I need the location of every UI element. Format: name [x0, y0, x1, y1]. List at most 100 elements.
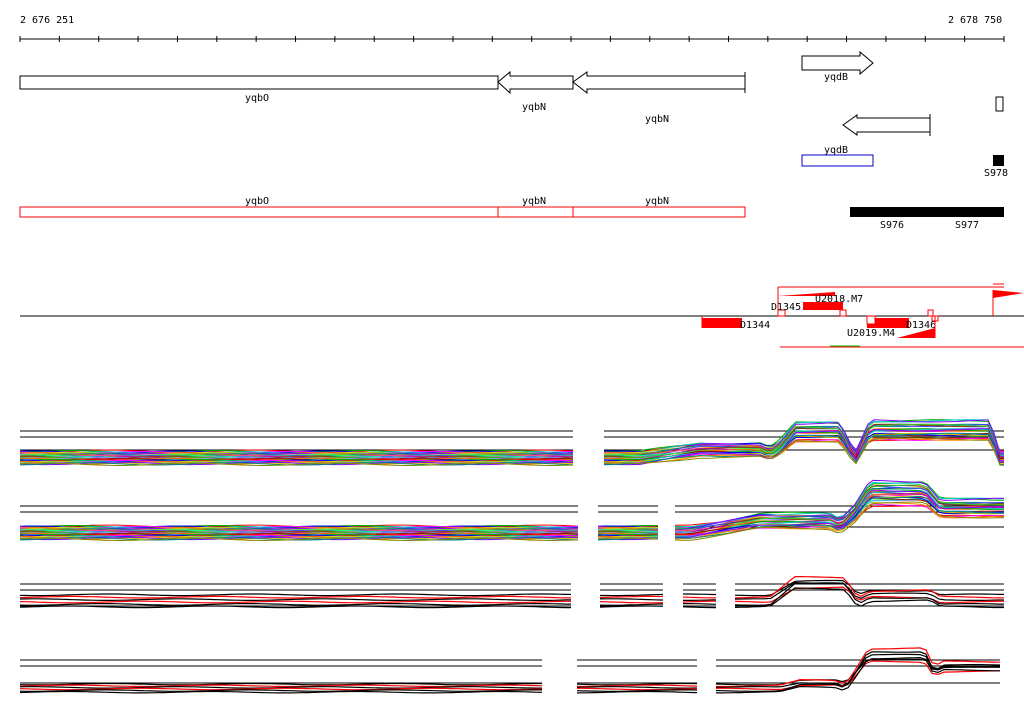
gene-box-yqbN-1[interactable] [497, 206, 574, 218]
expression-trace [683, 593, 716, 596]
expression-tracks [19, 419, 1004, 694]
feature-U2018-M7-ramp[interactable] [778, 292, 835, 296]
expression-trace [577, 687, 698, 691]
gene-box-label-yqbN-1: yqbN [522, 196, 546, 207]
expression-trace [674, 502, 1004, 540]
expression-trace [603, 437, 1004, 466]
expression-trace [19, 682, 542, 686]
expression-trace [19, 536, 579, 541]
expression-trace [716, 656, 1000, 694]
feature-label-D1344: D1344 [740, 320, 770, 331]
expression-trace [576, 690, 698, 694]
expression-trace [597, 537, 659, 541]
feature-right-ramp[interactable] [993, 290, 1024, 298]
gene-arrow-yqbO[interactable] [19, 75, 499, 90]
expression-trace [599, 598, 663, 601]
feature-U2019-M4-ramp[interactable] [897, 328, 935, 338]
expression-trace [599, 601, 663, 604]
expression-trace [577, 684, 698, 688]
gene-label-yqbN-2: yqbN [645, 114, 669, 125]
expression-trace [19, 593, 571, 597]
gene-fragment-edge[interactable] [995, 96, 1004, 112]
feature-label-U2018-M7: U2018.M7 [815, 294, 863, 305]
red-black-track-1 [19, 576, 1004, 609]
gene-label-yqbN-1: yqbN [522, 102, 546, 113]
blue-feature-box[interactable] [801, 154, 874, 167]
expression-trace [19, 686, 542, 689]
expression-trace [603, 423, 1004, 461]
expression-trace [683, 599, 716, 601]
ruler-start-label: 2 676 251 [20, 15, 74, 26]
expression-trace [734, 581, 1004, 601]
expression-trace [19, 605, 571, 609]
gene-box-label-yqbO: yqbO [245, 196, 269, 207]
feature-label-D1346: D1346 [906, 320, 936, 331]
expression-trace [19, 689, 542, 692]
expression-trace [597, 537, 659, 540]
tiling-feature-track: U2018.M7 D1345 D1344 D1346 U2019.M4 [20, 283, 1024, 348]
small-rna-track: S978 S976 S977 [850, 155, 1008, 231]
forward-gene-track: yqdB [801, 50, 874, 83]
srna-S976-S977-block[interactable] [850, 207, 1004, 217]
srna-label-S976: S976 [880, 220, 904, 231]
gene-arrow-yqbN-1[interactable] [497, 70, 574, 95]
expression-trace [683, 603, 716, 605]
gene-label-yqdB-reverse: yqdB [824, 145, 848, 156]
coordinate-ruler: 2 676 251 2 678 750 [19, 15, 1005, 42]
expression-trace [734, 579, 1004, 597]
expression-trace [600, 593, 663, 597]
feature-D1345[interactable] [803, 302, 843, 310]
expression-trace [599, 605, 663, 608]
expression-trace [603, 432, 1004, 466]
expression-trace [715, 651, 1000, 692]
expression-trace [734, 576, 1004, 599]
expression-trace [674, 479, 1004, 531]
feature-label-D1345: D1345 [771, 302, 801, 313]
ruler-end-label: 2 678 750 [948, 15, 1002, 26]
gene-label-yqdB-forward: yqdB [824, 72, 848, 83]
gene-arrow-yqdB-forward[interactable] [801, 50, 874, 76]
reverse-gene-track: yqbO yqbN yqbN yqdB [19, 70, 1004, 167]
feature-D1346[interactable] [867, 318, 909, 328]
expression-trace [715, 653, 1000, 689]
expression-trace [599, 603, 663, 606]
multi-color-track-2 [19, 479, 1004, 541]
gene-label-yqbO: yqbO [245, 93, 269, 104]
expression-trace [604, 419, 1004, 455]
red-black-track-2 [19, 647, 1000, 694]
expression-trace [576, 686, 698, 689]
expression-trace [19, 603, 571, 606]
expression-trace [597, 528, 659, 532]
gene-box-label-yqbN-2: yqbN [645, 196, 669, 207]
gene-box-yqbN-2[interactable] [572, 206, 746, 218]
expression-trace [599, 595, 663, 599]
gene-box-yqbO[interactable] [19, 206, 499, 218]
expression-trace [682, 600, 716, 603]
gene-arrow-yqdB-reverse[interactable] [842, 114, 931, 136]
expression-trace [674, 501, 1004, 541]
expression-trace [682, 596, 716, 599]
gene-box-track: yqbO yqbN yqbN [19, 196, 746, 218]
expression-trace [576, 689, 698, 692]
expression-trace [716, 647, 1000, 688]
expression-trace [19, 600, 571, 604]
expression-trace [19, 462, 573, 466]
multi-color-track-1 [19, 419, 1004, 466]
srna-label-S977: S977 [955, 220, 979, 231]
expression-trace [734, 582, 1004, 606]
srna-S978-block[interactable] [993, 155, 1004, 166]
gene-arrow-yqbN-2[interactable] [572, 71, 746, 95]
srna-label-S978: S978 [984, 168, 1008, 179]
expression-trace [734, 587, 1004, 609]
expression-trace [675, 481, 1004, 528]
expression-trace [603, 428, 1004, 464]
feature-D1344[interactable] [702, 318, 742, 328]
expression-trace [19, 537, 579, 541]
expression-trace [19, 684, 543, 688]
expression-trace [682, 606, 716, 609]
expression-trace [19, 687, 543, 691]
expression-trace [19, 598, 571, 601]
expression-trace [674, 489, 1004, 539]
expression-trace [19, 595, 571, 599]
